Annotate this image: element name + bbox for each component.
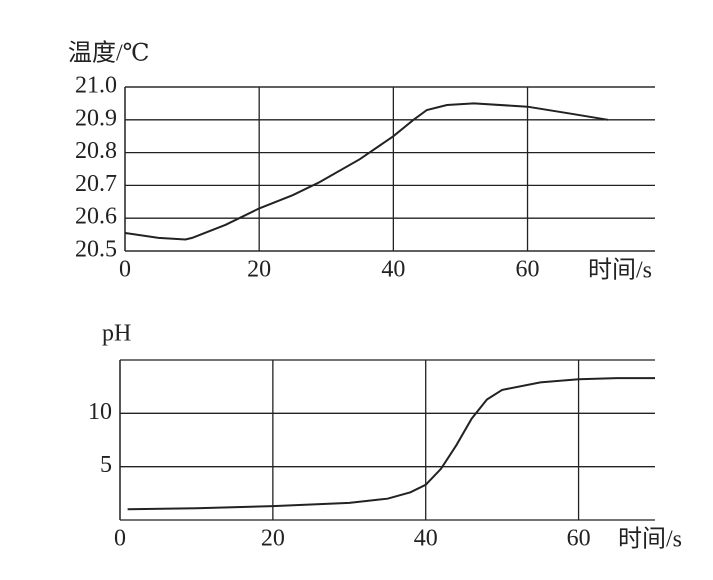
y-tick-label: 21.0 bbox=[75, 73, 117, 99]
y-axis-title: 温度/℃ bbox=[68, 40, 150, 67]
y-tick-label: 20.7 bbox=[75, 171, 117, 197]
x-tick-label: 40 bbox=[414, 526, 438, 552]
x-axis-title: 时间/s bbox=[588, 257, 652, 284]
data-line bbox=[124, 102, 609, 241]
x-tick-label: 20 bbox=[247, 257, 271, 283]
y-tick-label: 20.5 bbox=[75, 237, 117, 263]
y-tick-label: 20.8 bbox=[75, 138, 117, 164]
y-tick-label: 5 bbox=[100, 452, 112, 478]
x-tick-label: 20 bbox=[261, 526, 285, 552]
y-axis-title: pH bbox=[102, 321, 131, 347]
x-tick-label: 0 bbox=[114, 526, 126, 552]
y-tick-label: 10 bbox=[88, 399, 112, 425]
x-tick-label: 60 bbox=[567, 526, 591, 552]
x-tick-label: 60 bbox=[516, 257, 540, 283]
data-line bbox=[127, 377, 655, 511]
x-tick-label: 0 bbox=[119, 257, 131, 283]
x-tick-label: 40 bbox=[381, 257, 405, 283]
y-tick-label: 20.6 bbox=[75, 204, 117, 230]
x-axis-title: 时间/s bbox=[618, 526, 682, 553]
y-tick-label: 20.9 bbox=[75, 105, 117, 131]
